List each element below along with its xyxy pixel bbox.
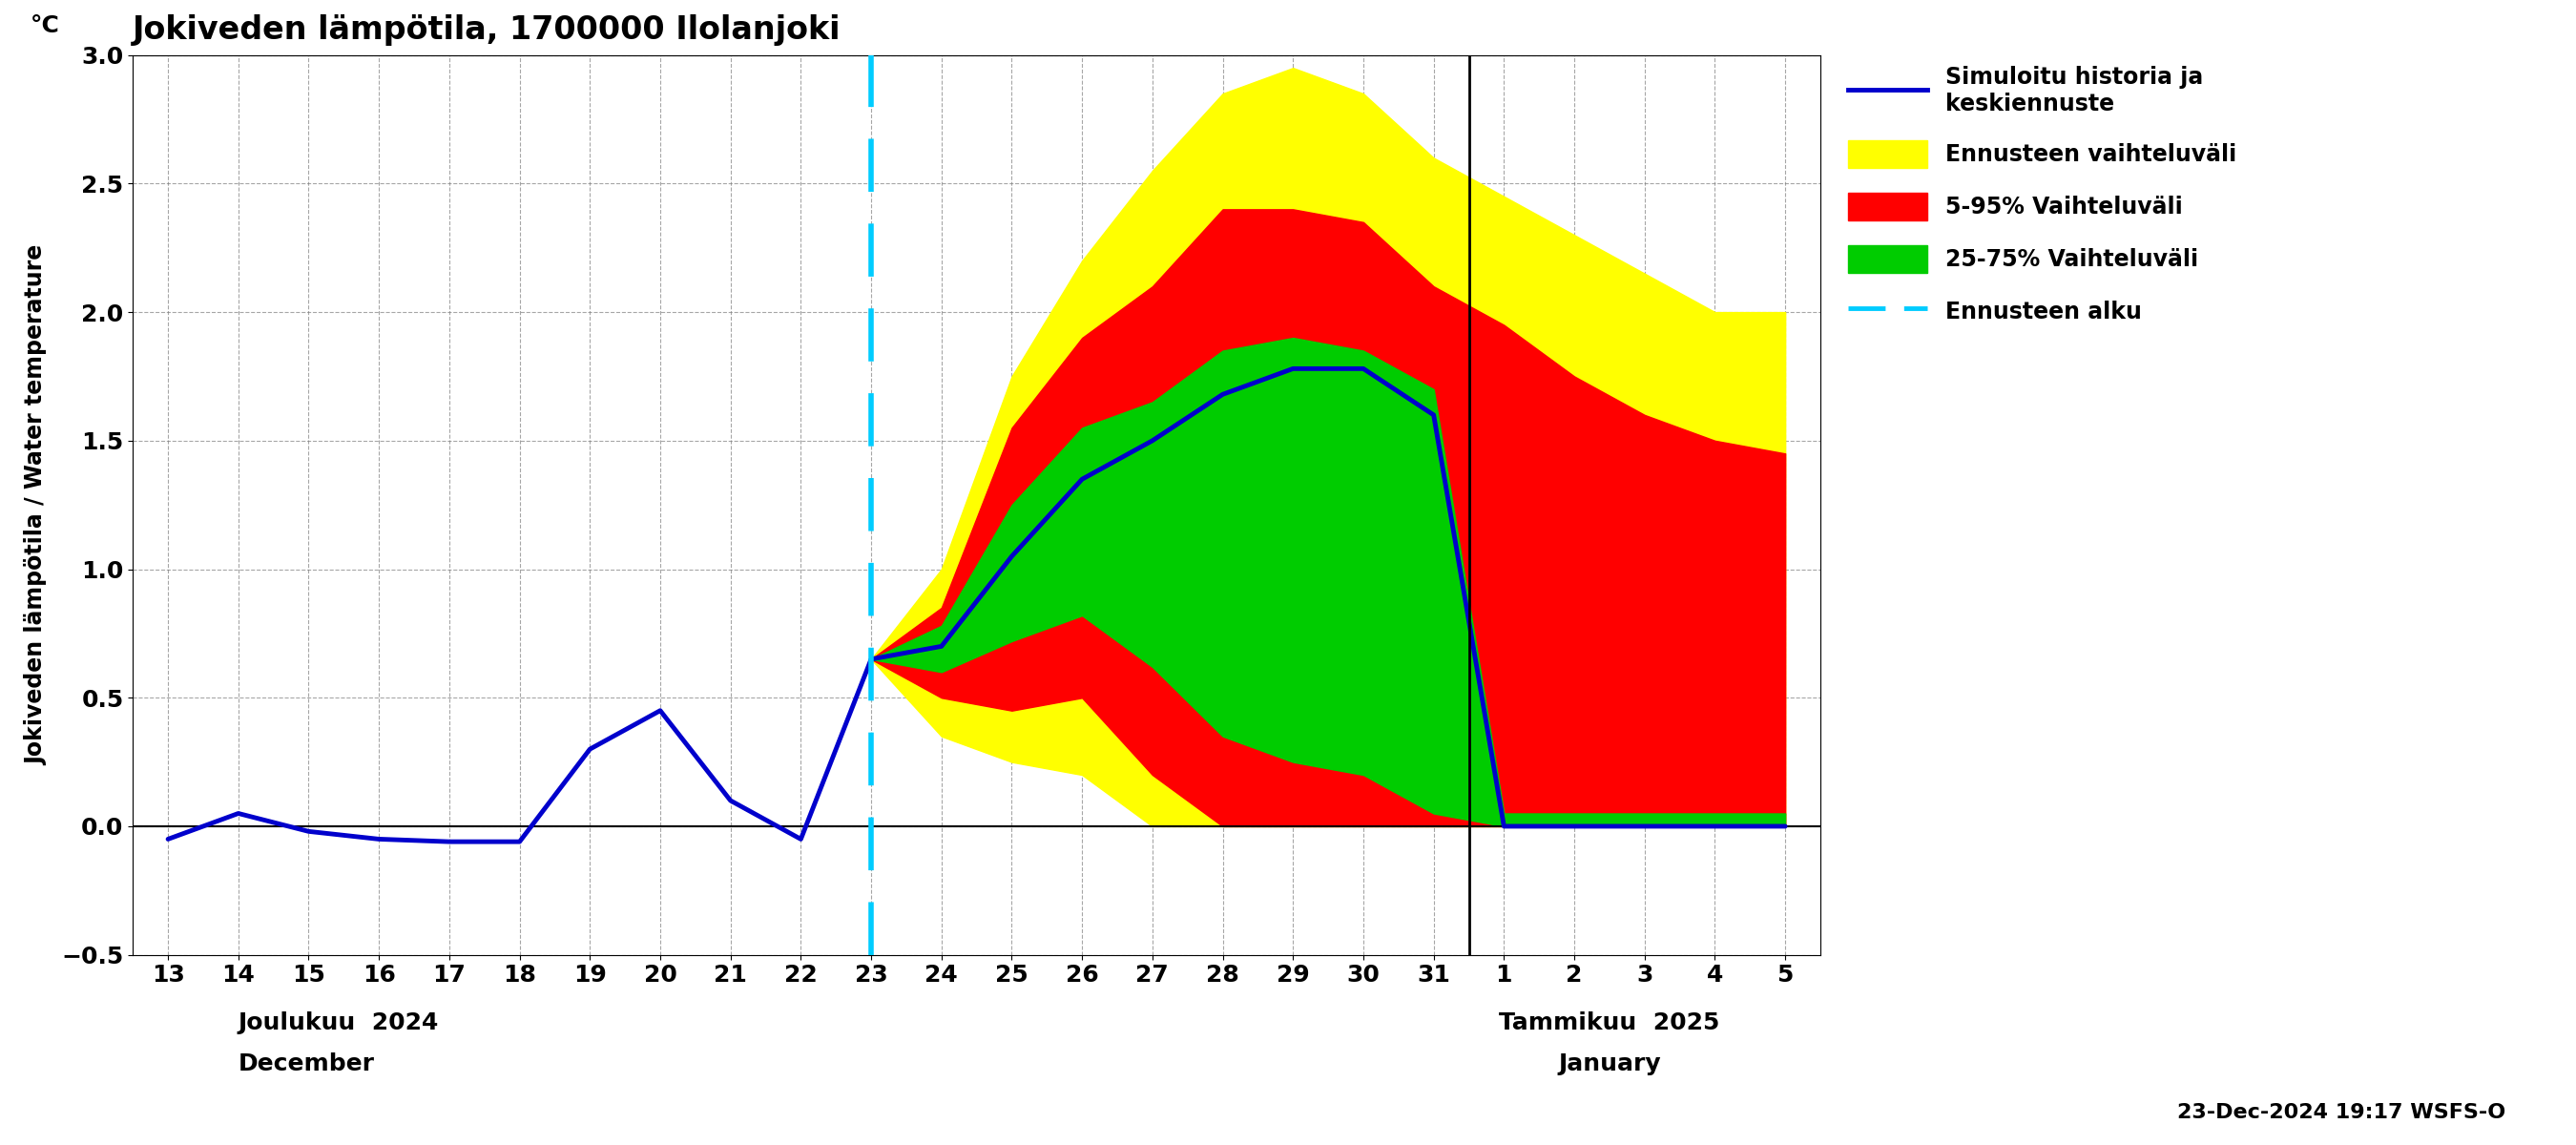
Text: °C: °C bbox=[31, 14, 59, 37]
Text: Joulukuu  2024: Joulukuu 2024 bbox=[240, 1011, 438, 1034]
Y-axis label: Jokiveden lämpötila / Water temperature: Jokiveden lämpötila / Water temperature bbox=[26, 245, 49, 765]
Text: December: December bbox=[240, 1052, 374, 1075]
Text: Tammikuu  2025: Tammikuu 2025 bbox=[1499, 1011, 1721, 1034]
Text: Jokiveden lämpötila, 1700000 Ilolanjoki: Jokiveden lämpötila, 1700000 Ilolanjoki bbox=[134, 14, 842, 46]
Text: 23-Dec-2024 19:17 WSFS-O: 23-Dec-2024 19:17 WSFS-O bbox=[2177, 1103, 2504, 1122]
Legend: Simuloitu historia ja
keskiennuste, Ennusteen vaihteluväli, 5-95% Vaihteluväli, : Simuloitu historia ja keskiennuste, Ennu… bbox=[1850, 66, 2236, 325]
Text: January: January bbox=[1558, 1052, 1662, 1075]
